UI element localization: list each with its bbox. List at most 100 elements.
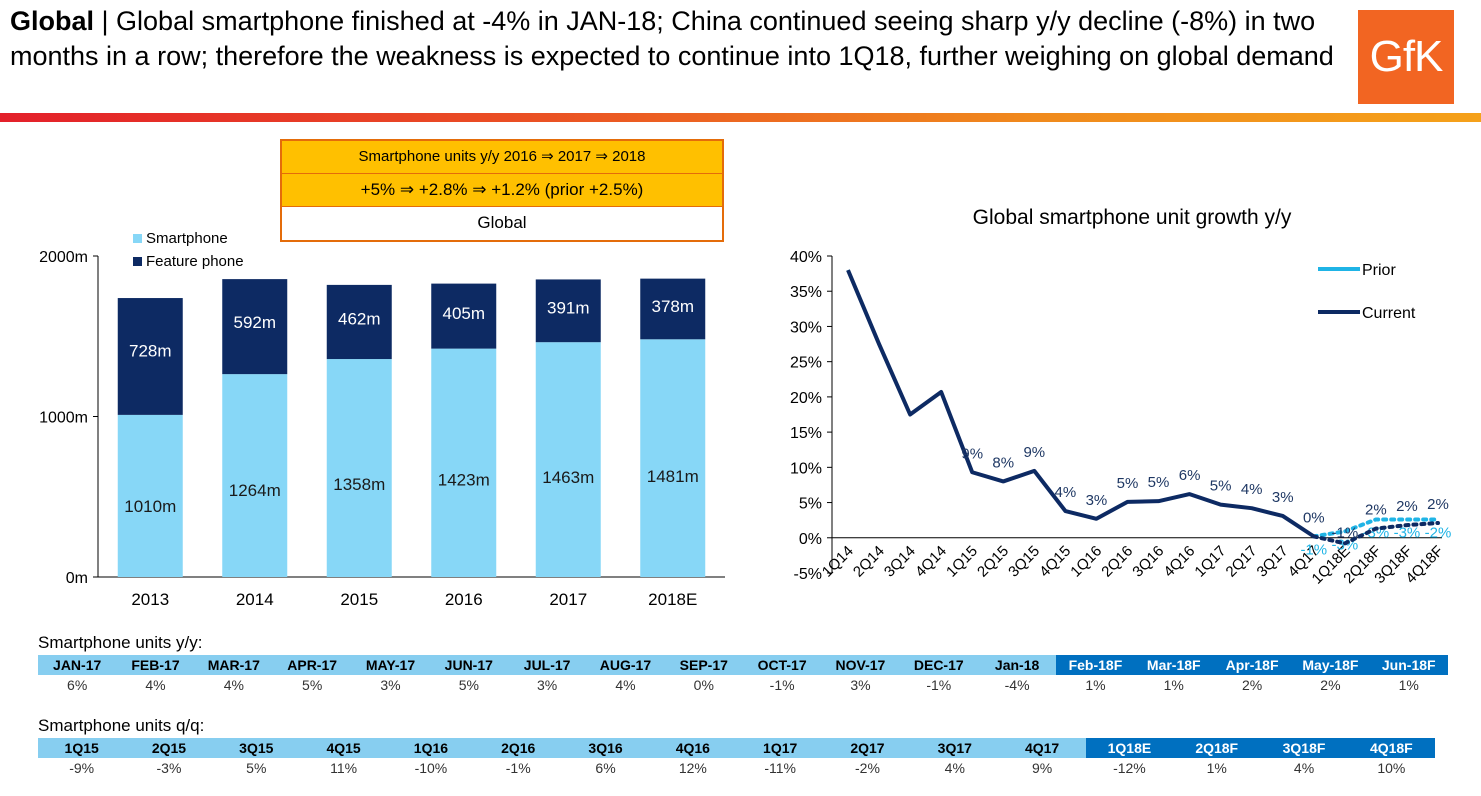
table-column: MAR-17 4% xyxy=(194,655,273,695)
line-data-label: 8% xyxy=(992,454,1014,471)
table-header-cell: FEB-17 xyxy=(116,655,195,675)
table-value-cell: 6% xyxy=(595,760,616,776)
table-value-cell: -10% xyxy=(414,760,448,776)
table-header-cell: 1Q18E xyxy=(1085,738,1174,758)
line-category-label: 1Q14 xyxy=(819,543,857,581)
bar-category-label: 2015 xyxy=(340,590,378,609)
table-header-cell: NOV-17 xyxy=(821,655,900,675)
table-column: Apr-18F 2% xyxy=(1212,655,1292,695)
table-column: 1Q18E -12% xyxy=(1085,738,1174,778)
legend-label: Current xyxy=(1362,305,1416,322)
line-data-label: 9% xyxy=(1023,444,1045,461)
bar-data-label: 592m xyxy=(233,313,276,332)
bar-category-label: 2018E xyxy=(648,590,697,609)
table-column: APR-17 5% xyxy=(272,655,352,695)
table-header-cell: AUG-17 xyxy=(586,655,665,675)
yy-table: JAN-17 6% FEB-17 4% MAR-17 4% APR-17 5% MAY-17 3%… xyxy=(38,655,1448,695)
line-series-current-forecast xyxy=(1311,520,1440,546)
table-column: NOV-17 3% xyxy=(821,655,900,695)
line-chart-title: Global smartphone unit growth y/y xyxy=(973,206,1292,229)
table-column: OCT-17 -1% xyxy=(742,655,822,695)
table-header-cell: 2Q18F xyxy=(1173,738,1261,758)
line-category-label: 2Q14 xyxy=(850,543,888,581)
bar-feature-phone xyxy=(117,298,183,415)
table-value-cell: 3% xyxy=(380,677,401,693)
table-header-cell: 2Q17 xyxy=(823,738,912,758)
line-category-label: 4Q14 xyxy=(912,543,950,581)
table-column: 2Q15 -3% xyxy=(125,738,213,778)
bar-data-label: 1463m xyxy=(542,468,594,487)
table-column: May-18F 2% xyxy=(1291,655,1370,695)
table-value-cell: 11% xyxy=(330,760,358,776)
table-column: JUL-17 3% xyxy=(507,655,587,695)
table-header-cell: 3Q17 xyxy=(911,738,999,758)
bar-feature-phone xyxy=(535,279,601,343)
stacked-bar-chart: 0m 1000m 2000m 1010m 728m 2013 1264m 592m 2014 13… xyxy=(39,230,725,609)
table-value-cell: 1% xyxy=(1085,677,1106,693)
line-data-label: 0% xyxy=(1303,509,1325,526)
table-header-cell: 4Q16 xyxy=(649,738,737,758)
table-column: FEB-17 4% xyxy=(116,655,195,695)
legend-label: Smartphone xyxy=(146,230,228,247)
table-value-cell: 4% xyxy=(145,677,166,693)
table-value-cell: 0% xyxy=(693,677,714,693)
bar-y-tick-label: 0m xyxy=(66,570,88,587)
table-column: Jan-18 -4% xyxy=(977,655,1057,695)
table-value-cell: 4% xyxy=(223,677,244,693)
table-value-cell: 3% xyxy=(537,677,558,693)
bar-data-label: 1010m xyxy=(124,497,176,516)
table-header-cell: 1Q15 xyxy=(38,738,126,758)
line-data-label: -2% xyxy=(1425,524,1452,541)
gfk-logo: GfK xyxy=(1358,10,1454,104)
line-data-label: 5% xyxy=(1210,478,1232,495)
line-data-label: 4% xyxy=(1055,484,1077,501)
bar-category-label: 2017 xyxy=(549,590,587,609)
table-value-cell: 1% xyxy=(1398,677,1419,693)
bar-smartphone xyxy=(326,359,392,577)
table-column: 2Q18F 1% xyxy=(1173,738,1261,778)
bar-smartphone xyxy=(222,374,288,577)
line-y-tick-label: -5% xyxy=(794,566,822,583)
qq-table: 1Q15 -9% 2Q15 -3% 3Q15 5% 4Q15 11% 1Q16 -10% 2Q16 -… xyxy=(38,738,1435,778)
table-value-cell: -12% xyxy=(1113,760,1146,776)
table-value-cell: -4% xyxy=(1004,677,1030,693)
table-column: 2Q17 -2% xyxy=(823,738,912,778)
summary-years: Smartphone units y/y 2016 ⇒ 2017 ⇒ 2018 xyxy=(282,141,722,174)
bar-feature-phone xyxy=(431,283,497,349)
table-column: MAY-17 3% xyxy=(351,655,430,695)
table-header-cell: Mar-18F xyxy=(1134,655,1213,675)
bar-category-label: 2014 xyxy=(236,590,274,609)
bar-data-label: 391m xyxy=(547,299,590,318)
line-category-label: 4Q15 xyxy=(1036,543,1074,581)
table-header-cell: 1Q16 xyxy=(387,738,475,758)
line-y-tick-label: 25% xyxy=(790,355,822,372)
line-category-label: 3Q14 xyxy=(881,543,919,581)
table-value-cell: 1% xyxy=(1206,760,1227,776)
line-category-label: 3Q17 xyxy=(1254,543,1292,581)
bar-smartphone xyxy=(431,348,497,577)
bar-feature-phone xyxy=(326,284,392,360)
table-header-cell: 3Q18F xyxy=(1260,738,1348,758)
bar-feature-phone xyxy=(222,279,288,375)
page-title: Global | Global smartphone finished at -… xyxy=(10,6,1334,71)
table-header-cell: MAR-17 xyxy=(194,655,273,675)
line-data-label: -1% xyxy=(1300,541,1327,558)
table-header-cell: Jan-18 xyxy=(977,655,1057,675)
line-category-label: 2Q17 xyxy=(1223,543,1261,581)
line-data-label: -1% xyxy=(1331,524,1358,541)
table-header-cell: JAN-17 xyxy=(38,655,117,675)
line-chart: Global smartphone unit growth y/y -5% 0% 5%… xyxy=(790,206,1452,588)
table-header-cell: Feb-18F xyxy=(1056,655,1135,675)
line-y-tick-label: 20% xyxy=(790,390,822,407)
bar-category-label: 2016 xyxy=(445,590,483,609)
line-series-current xyxy=(846,269,1315,539)
table-value-cell: -1% xyxy=(505,760,531,776)
table-value-cell: -2% xyxy=(855,760,880,776)
table-value-cell: 12% xyxy=(678,760,707,776)
table-value-cell: -3% xyxy=(156,760,182,776)
table-value-cell: 5% xyxy=(458,677,479,693)
table-header-cell: MAY-17 xyxy=(351,655,430,675)
table-value-cell: 5% xyxy=(246,760,267,776)
table-column: 3Q18F 4% xyxy=(1260,738,1348,778)
table-column: 4Q17 9% xyxy=(998,738,1086,778)
